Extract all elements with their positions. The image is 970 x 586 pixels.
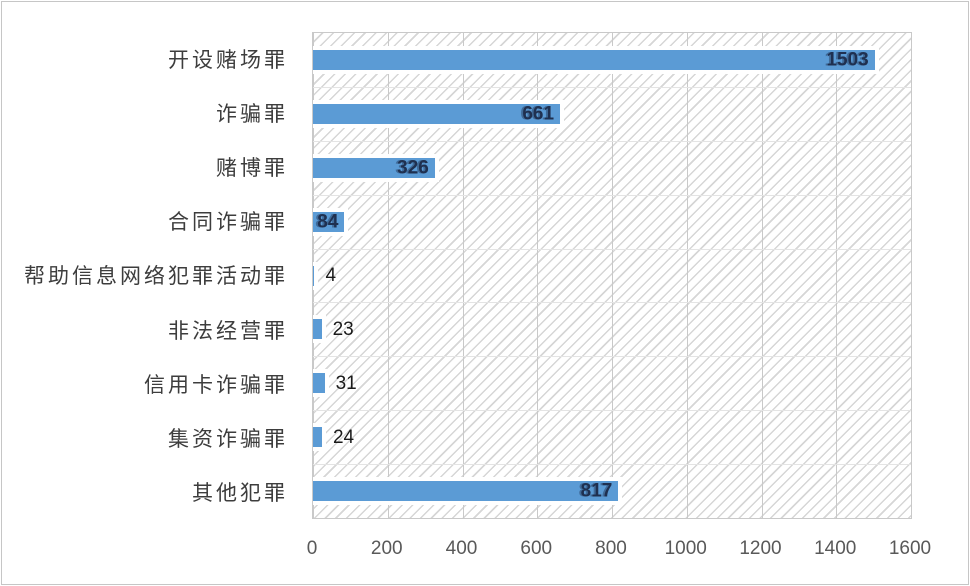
- gridline-vertical: [462, 33, 464, 518]
- data-label: 24: [332, 426, 355, 448]
- x-tick-label: 600: [520, 538, 553, 559]
- bar-row: 326: [313, 141, 911, 195]
- data-label: 661: [522, 103, 555, 125]
- bar-halo: [313, 423, 326, 452]
- bar: [313, 265, 315, 286]
- category-label: 赌博罪: [216, 157, 288, 181]
- gridline-vertical: [836, 33, 838, 518]
- category-label: 诈骗罪: [216, 103, 288, 127]
- bar-halo: [313, 261, 319, 290]
- gridline-horizontal: [313, 248, 911, 250]
- x-tick-label: 1200: [739, 538, 782, 559]
- gridline-horizontal: [313, 356, 911, 358]
- gridline-vertical: [911, 33, 912, 518]
- x-tick-label: 1400: [814, 538, 857, 559]
- x-tick-label: 800: [595, 538, 627, 559]
- gridline-vertical: [387, 33, 389, 518]
- bar-halo: [313, 369, 329, 398]
- category-label: 集资诈骗罪: [168, 427, 288, 451]
- data-label: 4: [325, 265, 337, 286]
- data-label: 817: [580, 480, 613, 502]
- bar: [313, 319, 322, 340]
- bar-row: 23: [313, 302, 911, 356]
- category-label: 帮助信息网络犯罪活动罪: [24, 265, 288, 289]
- bars-layer: 1503 661 326 84 4 23 31 24 817: [313, 33, 911, 518]
- plot-area: 1503 661 326 84 4 23 31 24 817: [312, 32, 912, 519]
- bar: 817: [313, 480, 619, 502]
- gridline-horizontal: [313, 410, 911, 412]
- gridline-vertical: [761, 33, 763, 518]
- gridline-horizontal: [313, 140, 911, 142]
- bar-halo: 661: [313, 99, 565, 128]
- bar: 661: [313, 103, 561, 125]
- category-label: 开设赌场罪: [168, 49, 288, 73]
- gridline-vertical: [612, 33, 613, 518]
- bar-row: 84: [313, 195, 911, 249]
- x-tick-label: 0: [306, 538, 318, 559]
- bar: [313, 373, 325, 394]
- gridline-horizontal: [313, 86, 911, 88]
- data-label: 84: [317, 211, 339, 233]
- data-label: 31: [335, 372, 357, 394]
- bar-row: 4: [313, 249, 911, 303]
- x-tick-label: 1000: [664, 538, 707, 559]
- bar-halo: [313, 315, 326, 344]
- bar-row: 24: [313, 410, 911, 464]
- bar-halo: 817: [313, 477, 623, 506]
- category-label: 其他犯罪: [192, 481, 288, 505]
- gridline-horizontal: [313, 194, 911, 196]
- bar: 326: [313, 157, 435, 179]
- category-label: 合同诈骗罪: [168, 211, 288, 235]
- gridline-horizontal: [313, 302, 911, 304]
- category-label: 非法经营罪: [168, 319, 288, 343]
- bar-halo: 84: [313, 207, 349, 236]
- data-label: 326: [397, 157, 429, 179]
- bar: 84: [313, 211, 345, 233]
- gridline-vertical: [686, 33, 688, 518]
- bar: 1503: [313, 49, 875, 71]
- gridline-vertical: [537, 33, 539, 518]
- category-label: 信用卡诈骗罪: [144, 373, 288, 397]
- bar-halo: 1503: [313, 45, 879, 74]
- x-tick-label: 200: [370, 538, 403, 559]
- bar-row: 1503: [313, 33, 911, 87]
- gridline-horizontal: [313, 464, 911, 466]
- data-label: 23: [332, 318, 354, 340]
- bar-row: 661: [313, 87, 911, 141]
- x-tick-label: 1600: [888, 538, 932, 559]
- category-axis: 开设赌场罪诈骗罪赌博罪合同诈骗罪帮助信息网络犯罪活动罪非法经营罪信用卡诈骗罪集资…: [2, 32, 300, 519]
- bar-halo: 326: [313, 153, 439, 182]
- data-label: 1503: [826, 49, 869, 71]
- bar-row: 817: [313, 464, 911, 518]
- x-axis: 0 200 400 600 800 1000 1200 1400 1600: [307, 532, 931, 562]
- x-tick-label: 400: [445, 538, 478, 559]
- bar: [313, 427, 322, 448]
- bar-row: 31: [313, 356, 911, 410]
- gridlines-layer: [313, 33, 912, 518]
